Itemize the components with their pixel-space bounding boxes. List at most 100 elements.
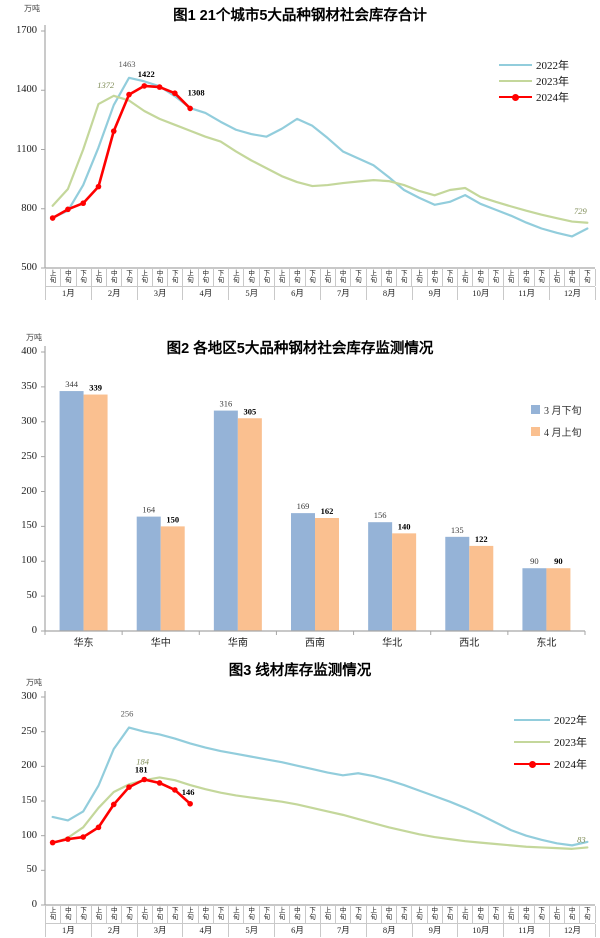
period-label: 上旬: [187, 906, 194, 922]
marker-dot-2024年: [126, 784, 132, 790]
legend-item: 2023年: [499, 73, 569, 89]
x-axis-month-cell: 9月: [413, 286, 459, 300]
marker-dot-2024年: [172, 787, 178, 793]
legend-swatch: [531, 426, 540, 436]
period-label: 下旬: [80, 269, 87, 285]
period-label: 下旬: [309, 269, 316, 285]
period-label: 中旬: [339, 906, 347, 922]
chart1-title: 图1 21个城市5大品种钢材社会库存合计: [173, 8, 427, 24]
period-label: 中旬: [294, 906, 301, 922]
x-axis-period-cell: 中旬: [382, 268, 398, 286]
marker-dot-2024年: [80, 200, 86, 207]
line-series-2023年: [51, 94, 589, 224]
chart3-unit-label: 万吨: [26, 678, 42, 687]
month-row: 1月 2月 3月 4月 5月 6月 7月 8月 9月 10月 11月 12月: [45, 923, 596, 937]
category-label: 西北: [459, 637, 479, 649]
period-label: 上旬: [141, 906, 148, 922]
bar-3 月下旬: [136, 516, 161, 631]
x-axis-month-cell: 1月: [46, 286, 92, 300]
period-label: 下旬: [400, 269, 408, 285]
y-tick-label: 50: [26, 864, 38, 876]
legend-item: 4 月上旬: [531, 420, 582, 442]
bar-value-label: 164: [142, 505, 156, 515]
legend-line-sample: [514, 719, 550, 721]
line-series-2024年: [51, 778, 192, 844]
marker-dot-2024年: [187, 105, 193, 112]
x-axis-period-cell: 下旬: [489, 268, 504, 286]
x-axis-period-cell: 上旬: [504, 268, 520, 286]
legend-swatch: [531, 404, 540, 414]
marker-dot-2024年: [172, 90, 178, 97]
x-axis-period-cell: 中旬: [61, 268, 77, 286]
x-axis-month-cell: 7月: [321, 923, 367, 937]
x-axis-month-cell: 1月: [46, 923, 92, 937]
x-axis-month-cell: 3月: [138, 923, 184, 937]
y-tick-label: 100: [21, 829, 37, 841]
period-label: 中旬: [568, 269, 576, 285]
period-label: 中旬: [523, 906, 530, 922]
x-axis-month-cell: 4月: [183, 923, 230, 937]
bar-3 月下旬: [291, 513, 315, 631]
period-label: 上旬: [462, 269, 469, 285]
y-tick-label: 400: [21, 346, 37, 357]
period-label: 中旬: [523, 269, 530, 285]
legend-item: 2022年: [514, 709, 587, 731]
x-axis-period-cell: 中旬: [565, 905, 581, 923]
x-axis-month-cell: 5月: [229, 923, 276, 937]
period-label: 下旬: [126, 906, 133, 922]
period-label: 上旬: [416, 269, 423, 285]
chart2-unit-label: 万吨: [26, 333, 42, 342]
x-axis-month-cell: 2月: [92, 923, 138, 937]
legend-marker-dot: [528, 760, 536, 768]
period-label: 上旬: [49, 269, 57, 285]
chart-legend: 2022年 2023年 2024年: [514, 709, 587, 775]
x-axis-period-cell: 上旬: [321, 268, 337, 286]
period-label: 上旬: [507, 269, 515, 285]
marker-dot-2024年: [156, 84, 163, 90]
x-axis-period-cell: 中旬: [244, 905, 260, 923]
line-series-2024年: [51, 84, 192, 220]
legend-label: 2022年: [554, 715, 587, 727]
category-label: 华中: [151, 636, 171, 649]
bar-4 月上旬: [392, 533, 417, 631]
period-label: 中旬: [156, 906, 164, 922]
x-axis-period-cell: 下旬: [580, 905, 596, 923]
period-label: 下旬: [217, 269, 225, 285]
x-axis-period-cell: 中旬: [107, 268, 123, 286]
legend-line-sample: [499, 93, 532, 101]
x-axis-period-cell: 上旬: [412, 905, 428, 923]
period-label: 下旬: [263, 906, 271, 922]
marker-dot-2024年: [110, 128, 117, 134]
data-point-label: 1372: [97, 80, 115, 90]
bar-value-label: 90: [530, 556, 539, 566]
period-label: 中旬: [568, 906, 576, 922]
y-tick-label: 200: [21, 485, 37, 497]
bar-value-label: 90: [554, 556, 563, 566]
y-tick-label: 150: [21, 520, 37, 532]
x-axis-month-cell: 11月: [504, 286, 551, 300]
x-axis-period-cell: 上旬: [504, 905, 520, 923]
bar-3 月下旬: [445, 536, 470, 631]
bar-value-label: 316: [219, 399, 232, 409]
bar-3 月下旬: [522, 568, 547, 631]
bar-4 月上旬: [546, 568, 571, 631]
x-axis-period-cell: 下旬: [214, 268, 230, 286]
period-label: 下旬: [126, 269, 133, 285]
x-axis-period-cell: 上旬: [275, 268, 291, 286]
category-label: 华东: [74, 636, 94, 649]
bar-value-label: 150: [166, 514, 179, 524]
period-label: 中旬: [110, 269, 118, 285]
bar-3 月下旬: [368, 522, 393, 631]
x-axis-period-cell: 中旬: [244, 268, 260, 286]
x-axis-month-cell: 9月: [413, 923, 459, 937]
x-axis-month-cell: 5月: [229, 286, 276, 300]
x-axis-period-cell: 中旬: [428, 268, 443, 286]
period-label: 上旬: [553, 269, 561, 285]
period-label: 上旬: [187, 269, 194, 285]
data-point-label: 83: [577, 834, 586, 844]
x-axis-period-cell: 上旬: [458, 268, 474, 286]
